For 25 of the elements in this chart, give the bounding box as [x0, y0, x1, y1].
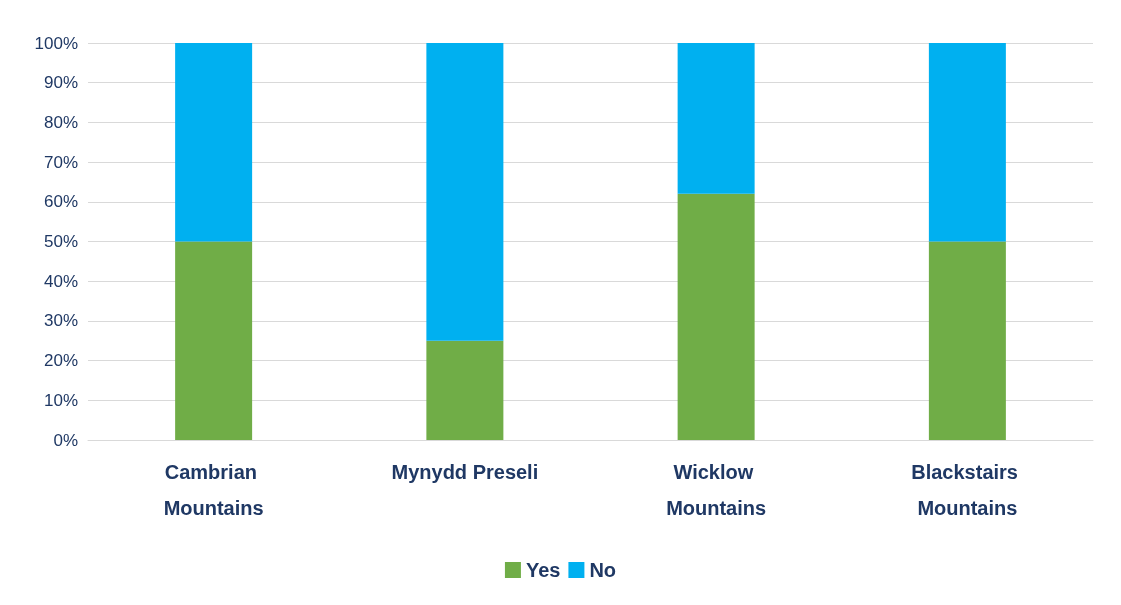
bar	[928, 43, 1006, 242]
y-tick-label: 40%	[43, 271, 78, 291]
bar	[175, 43, 253, 242]
y-tick-label: 80%	[43, 112, 78, 132]
legend-label: Yes	[525, 559, 561, 581]
x-tick-label: Wicklow Mountains	[666, 461, 767, 519]
bar	[677, 193, 755, 440]
y-tick-label: 100%	[34, 33, 78, 53]
bar	[175, 241, 253, 440]
legend-label: No	[589, 559, 617, 581]
y-tick-label: 20%	[43, 351, 78, 371]
bar	[928, 241, 1006, 440]
y-tick-label: 50%	[43, 232, 78, 251]
bar	[677, 43, 755, 194]
y-tick-label: 30%	[43, 311, 78, 331]
bar	[426, 43, 504, 341]
y-tick-label: 10%	[43, 390, 78, 410]
x-tick-label: Blackstairs Mountains	[911, 461, 1024, 519]
y-tick-label: 70%	[43, 152, 78, 172]
y-tick-label: 90%	[43, 73, 78, 93]
y-tick-label: 60%	[43, 192, 78, 212]
y-tick-label: 0%	[53, 430, 78, 450]
x-tick-label: Cambrian Mountains	[163, 461, 264, 519]
x-tick-label: Mynydd Preseli	[391, 461, 539, 483]
bar	[426, 340, 504, 440]
